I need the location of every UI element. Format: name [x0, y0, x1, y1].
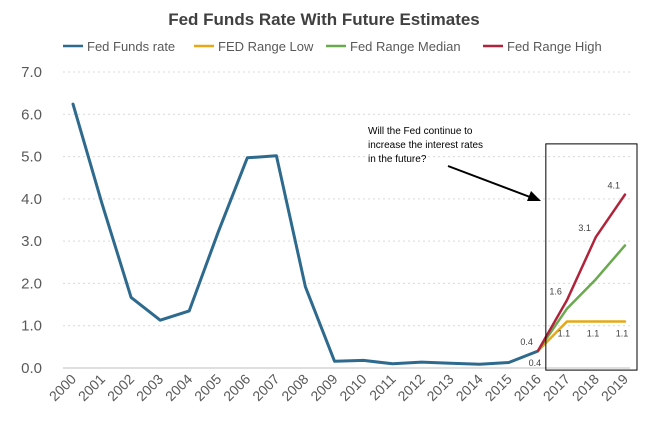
y-tick-label: 0.0: [21, 360, 42, 377]
x-tick-label: 2015: [482, 371, 515, 404]
x-tick-label: 2000: [46, 371, 79, 404]
x-tick-label: 2019: [598, 371, 631, 404]
data-label: 3.1: [578, 223, 591, 233]
legend-label-1: FED Range Low: [218, 39, 314, 54]
x-tick-label: 2013: [423, 371, 456, 404]
chart-title: Fed Funds Rate With Future Estimates: [168, 10, 480, 29]
legend-label-0: Fed Funds rate: [87, 39, 175, 54]
series-lines: [71, 102, 627, 366]
legend: Fed Funds rate FED Range Low Fed Range Med…: [63, 39, 602, 54]
legend-label-2: Fed Range Median: [350, 39, 461, 54]
x-tick-label: 2006: [220, 371, 253, 404]
y-tick-label: 5.0: [21, 149, 42, 166]
x-tick-label: 2010: [336, 371, 369, 404]
x-tick-label: 2012: [394, 371, 427, 404]
annotation-arrow-shaft: [447, 165, 531, 198]
x-tick-label: 2017: [540, 371, 573, 404]
y-tick-label: 1.0: [21, 318, 42, 335]
x-tick-label: 2014: [453, 371, 486, 404]
annotation-text-line: in the future?: [368, 154, 427, 165]
highlight-box: [545, 143, 638, 371]
annotation: Will the Fed continue to increase the int…: [368, 126, 541, 201]
y-tick-label: 3.0: [21, 233, 42, 250]
x-tick-label: 2016: [511, 371, 544, 404]
x-axis-ticks: 2000200120022003200420052006200720082009…: [46, 371, 631, 404]
annotation-text-line: increase the interest rates: [368, 140, 483, 151]
data-label: 1.1: [558, 328, 571, 338]
x-tick-label: 2008: [278, 371, 311, 404]
series-line-3: [536, 193, 627, 353]
x-tick-label: 2003: [133, 371, 166, 404]
data-label: 4.1: [607, 181, 620, 191]
x-tick-label: 2009: [307, 371, 340, 404]
x-tick-label: 2005: [191, 371, 224, 404]
y-tick-label: 7.0: [21, 64, 42, 81]
y-axis-ticks: 0.0 1.0 2.0 3.0 4.0 5.0 6.0 7.0: [21, 64, 42, 377]
highlight-box-group: [545, 143, 638, 371]
y-tick-label: 4.0: [21, 191, 42, 208]
series-line-0: [71, 102, 540, 366]
gridlines: [63, 71, 630, 327]
data-label: 0.4: [520, 337, 533, 347]
data-label: 0.4: [529, 358, 542, 368]
x-tick-label: 2004: [162, 371, 195, 404]
data-label: 1.1: [616, 328, 629, 338]
y-tick-label: 6.0: [21, 106, 42, 123]
x-tick-label: 2002: [104, 371, 137, 404]
x-tick-label: 2007: [249, 371, 282, 404]
x-tick-label: 2018: [569, 371, 602, 404]
x-tick-label: 2001: [75, 371, 108, 404]
annotation-arrow-head: [527, 191, 541, 201]
series-line-2: [536, 244, 627, 353]
legend-label-3: Fed Range High: [507, 39, 602, 54]
annotation-text-line: Will the Fed continue to: [368, 126, 473, 137]
x-tick-label: 2011: [366, 371, 399, 404]
data-labels: 0.4 0.4 1.6 3.1 4.1 1.1 1.1 1.1: [520, 181, 628, 368]
series-line-1: [536, 320, 627, 353]
data-label: 1.1: [587, 328, 600, 338]
data-label: 1.6: [549, 286, 562, 296]
y-tick-label: 2.0: [21, 275, 42, 292]
